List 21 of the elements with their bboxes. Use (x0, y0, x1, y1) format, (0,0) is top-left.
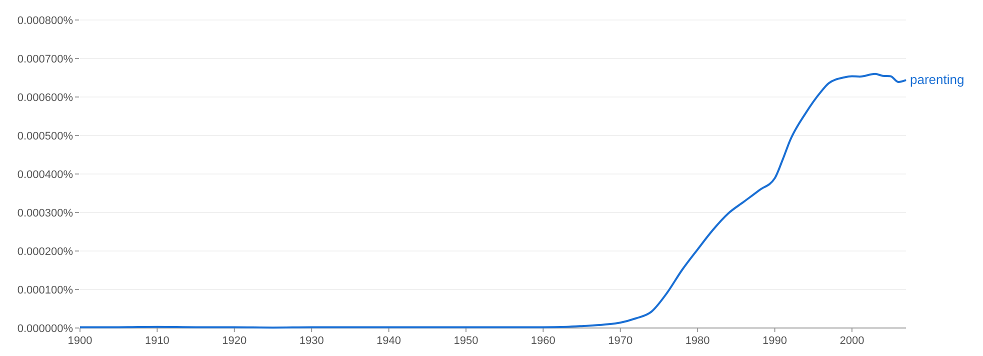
x-tick-label: 1980 (685, 335, 710, 347)
x-tick-label: 1930 (299, 335, 324, 347)
y-tick-label: 0.000000% (17, 322, 74, 335)
x-tick-label: 1950 (454, 335, 478, 347)
series-label: parenting (910, 72, 964, 88)
x-tick-label: 1920 (222, 335, 247, 347)
y-tick-label: 0.000500% (17, 130, 74, 142)
x-tick-label: 1940 (376, 335, 402, 347)
y-tick-label: 0.000100% (17, 284, 74, 296)
x-tick-label: 1910 (144, 335, 170, 347)
y-tick-label: 0.000700% (17, 53, 74, 66)
y-tick-label: 0.000200% (17, 246, 74, 258)
x-tick-label: 1960 (530, 335, 556, 347)
x-tick-label: 1990 (762, 335, 788, 347)
y-tick-label: 0.000600% (17, 92, 74, 104)
y-tick-label: 0.000400% (17, 168, 74, 181)
x-tick-label: 2000 (840, 335, 864, 347)
x-tick-label: 1970 (608, 335, 633, 347)
y-tick-label: 0.000800% (17, 14, 74, 27)
x-tick-label: 1900 (68, 335, 92, 347)
y-tick-label: 0.000300% (17, 207, 74, 220)
